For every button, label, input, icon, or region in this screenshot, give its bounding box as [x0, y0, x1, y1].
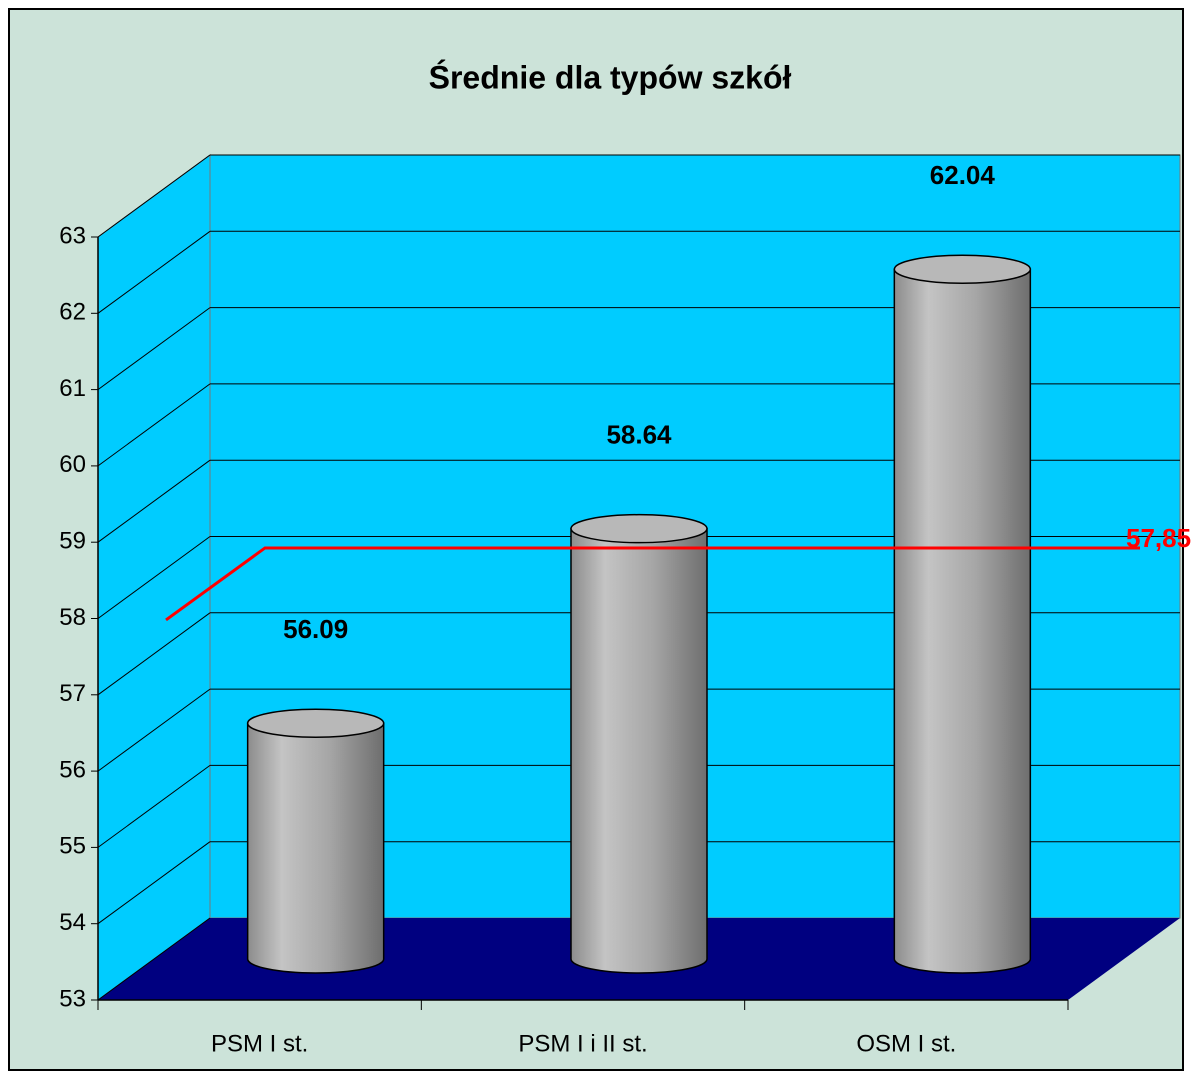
- bar: [893, 254, 1032, 974]
- y-tick-label: 58: [59, 604, 86, 631]
- x-tick-label: OSM I st.: [856, 1030, 956, 1057]
- y-tick-label: 54: [59, 909, 86, 936]
- value-label: 56.09: [283, 614, 348, 644]
- grid-line: [97, 383, 211, 467]
- y-tick-label: 63: [59, 222, 86, 249]
- grid-line: [97, 612, 211, 696]
- grid-line: [97, 841, 211, 925]
- x-tick-label: PSM I st.: [211, 1030, 308, 1057]
- y-tick-label: 53: [59, 985, 86, 1012]
- bar: [570, 513, 708, 974]
- grid-line: [97, 154, 211, 238]
- y-tick-label: 57: [59, 680, 86, 707]
- grid-line: [97, 536, 211, 619]
- value-label: 58.64: [606, 420, 672, 450]
- reference-line: [165, 546, 1140, 622]
- y-tick-label: 55: [59, 833, 86, 860]
- grid-line: [97, 764, 211, 848]
- y-tick-label: 61: [59, 375, 86, 402]
- grid-line: [97, 230, 211, 314]
- grid-line: [97, 917, 211, 1001]
- value-label: 62.04: [930, 160, 996, 190]
- grid-line: [97, 688, 211, 772]
- reference-label: 57,85: [1126, 523, 1191, 553]
- bar: [246, 708, 385, 974]
- y-tick-label: 56: [59, 756, 86, 783]
- y-tick-label: 60: [59, 451, 86, 478]
- grid-line: [97, 307, 211, 391]
- y-tick-label: 62: [59, 299, 86, 326]
- x-tick-label: PSM I i II st.: [518, 1030, 647, 1057]
- y-tick-label: 59: [59, 528, 86, 555]
- grid-line: [97, 459, 211, 543]
- chart-title: Średnie dla typów szkół: [429, 59, 792, 95]
